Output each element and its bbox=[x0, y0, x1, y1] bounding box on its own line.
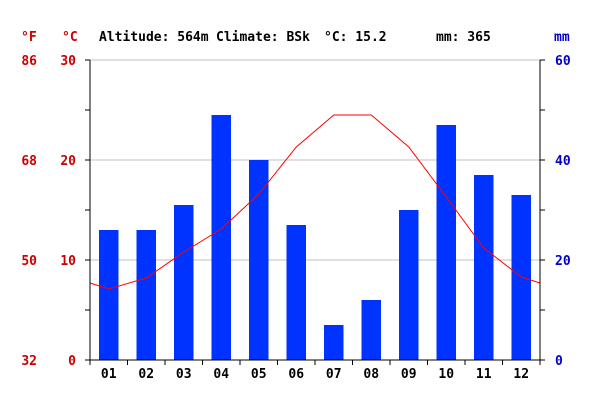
precipitation-bars bbox=[99, 115, 531, 360]
fahrenheit-tick-label: 86 bbox=[21, 54, 37, 69]
month-tick-label: 04 bbox=[213, 367, 229, 382]
climate-class-text: Climate: BSk bbox=[216, 30, 310, 45]
precipitation-bar bbox=[174, 205, 194, 360]
precipitation-unit-label: mm bbox=[554, 30, 570, 45]
month-tick-label: 03 bbox=[176, 367, 192, 382]
annual-precipitation-text: mm: 365 bbox=[436, 30, 491, 45]
month-tick-label: 06 bbox=[288, 367, 304, 382]
precipitation-bar bbox=[324, 325, 344, 360]
precipitation-bar bbox=[436, 125, 456, 360]
celsius-tick-label: 30 bbox=[60, 54, 76, 69]
temperature-line bbox=[89, 114, 541, 290]
month-tick-label: 07 bbox=[326, 367, 342, 382]
fahrenheit-tick-label: 32 bbox=[21, 354, 37, 369]
month-tick-label: 09 bbox=[401, 367, 417, 382]
precipitation-bar bbox=[136, 230, 156, 360]
month-tick-label: 02 bbox=[138, 367, 154, 382]
fahrenheit-tick-label: 68 bbox=[21, 154, 37, 169]
precipitation-bar bbox=[99, 230, 119, 360]
precipitation-tick-label: 60 bbox=[555, 54, 571, 69]
tick-labels: 0 32 10 50 20 68 30 86 0 20 40 60 01 02 03 04 05 06 07 08 09… bbox=[21, 54, 570, 382]
axes bbox=[85, 59, 545, 365]
month-tick-label: 12 bbox=[513, 367, 529, 382]
precipitation-bar bbox=[399, 210, 419, 360]
month-tick-label: 10 bbox=[438, 367, 454, 382]
precipitation-bar bbox=[249, 160, 269, 360]
month-tick-label: 11 bbox=[476, 367, 492, 382]
month-tick-label: 05 bbox=[251, 367, 267, 382]
month-tick-label: 08 bbox=[363, 367, 379, 382]
fahrenheit-tick-label: 50 bbox=[21, 254, 37, 269]
fahrenheit-unit-label: °F bbox=[21, 30, 37, 45]
celsius-tick-label: 20 bbox=[60, 154, 76, 169]
precipitation-tick-label: 40 bbox=[555, 154, 571, 169]
mean-temperature-text: °C: 15.2 bbox=[324, 30, 387, 45]
precipitation-bar bbox=[211, 115, 231, 360]
precipitation-tick-label: 0 bbox=[555, 354, 563, 369]
temperature-series-line bbox=[89, 114, 541, 290]
celsius-tick-label: 0 bbox=[68, 354, 76, 369]
gridlines bbox=[90, 59, 540, 261]
precipitation-bar bbox=[474, 175, 494, 360]
celsius-unit-label: °C bbox=[62, 30, 78, 45]
altitude-text: Altitude: 564m bbox=[99, 30, 209, 45]
celsius-tick-label: 10 bbox=[60, 254, 76, 269]
precipitation-bar bbox=[361, 300, 381, 360]
precipitation-bar bbox=[286, 225, 306, 360]
precipitation-tick-label: 20 bbox=[555, 254, 571, 269]
month-tick-label: 01 bbox=[101, 367, 117, 382]
